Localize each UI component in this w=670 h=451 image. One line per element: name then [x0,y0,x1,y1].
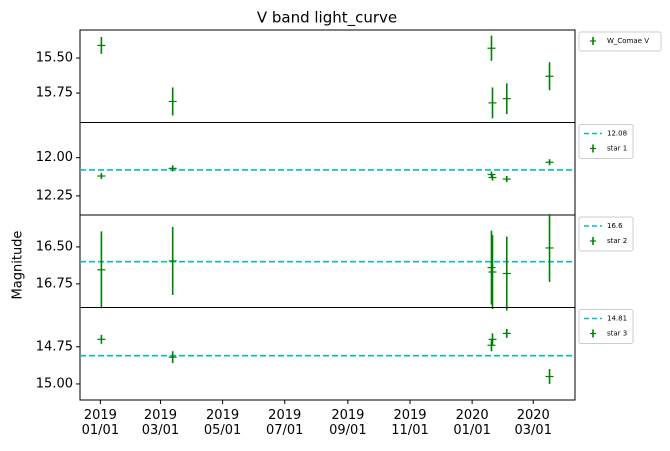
legend-label: 14.81 [607,315,627,323]
x-tick-label: 2019 03/01 [141,408,180,438]
y-tick-label: 14.75 [36,339,73,354]
legend-label: 12.08 [607,130,627,138]
x-tick-label: 2019 07/01 [265,408,304,438]
panel-frame [79,29,576,123]
y-tick-label: 16.50 [36,239,73,254]
x-tick-label: 2019 01/01 [81,408,120,438]
x-tick-label: 2019 05/01 [203,408,242,438]
y-axis-label: Magnitude [11,231,26,300]
chart-title: V band light_curve [257,9,397,28]
legend-box [578,31,662,52]
x-tick-label: 2019 11/01 [391,408,429,438]
y-tick-label: 15.00 [36,376,73,391]
y-tick-label: 15.50 [36,51,73,66]
legend-label: W_Comae V [607,37,649,45]
legend-label: star 1 [607,145,627,153]
y-tick-label: 12.25 [36,188,73,203]
panel-frame [79,307,576,401]
x-tick-label: 2020 01/01 [453,408,491,438]
legend-label: 16.6 [607,222,623,230]
legend-label: star 3 [607,330,627,338]
y-tick-label: 15.75 [36,86,73,101]
legend-label: star 2 [607,237,627,245]
panel-frame [79,122,576,216]
legend-box [578,216,634,252]
x-tick-label: 2019 09/01 [329,408,367,438]
x-tick-label: 2020 03/01 [514,408,552,438]
y-tick-label: 16.75 [36,276,73,291]
y-tick-label: 12.00 [36,150,73,165]
